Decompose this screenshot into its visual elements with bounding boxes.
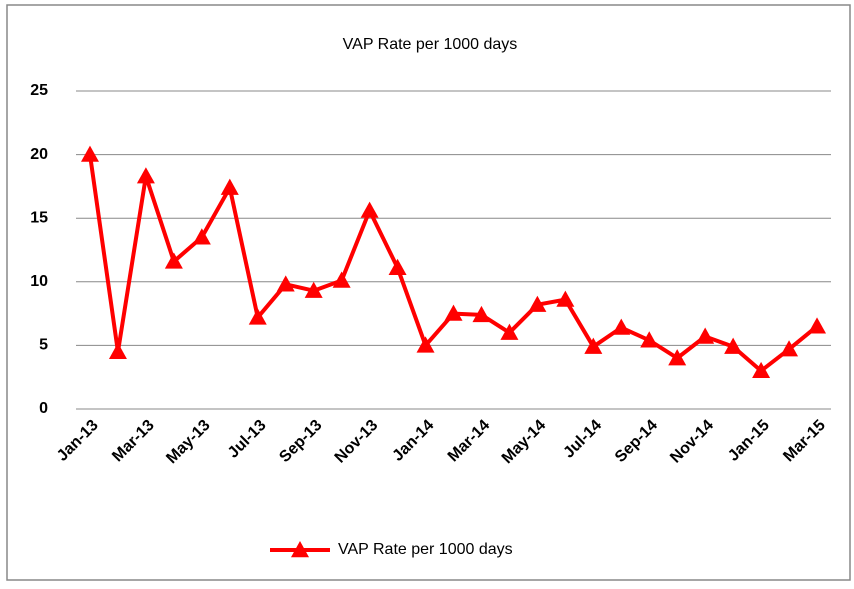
data-point (808, 317, 827, 334)
chart-border (6, 4, 851, 581)
y-tick-label: 5 (39, 337, 48, 354)
data-point (780, 340, 799, 357)
data-point (444, 304, 463, 321)
data-point (164, 252, 183, 269)
legend-label: VAP Rate per 1000 days (338, 541, 513, 558)
chart-title: VAP Rate per 1000 days (343, 36, 518, 53)
y-tick-label: 25 (30, 82, 48, 99)
data-point (388, 258, 407, 276)
data-point (500, 323, 519, 340)
data-point (640, 331, 659, 348)
data-point (668, 349, 687, 366)
data-point (528, 295, 547, 312)
legend-marker (291, 541, 309, 558)
data-point (724, 337, 743, 354)
data-point (360, 201, 379, 218)
data-point (472, 305, 491, 323)
data-point (752, 361, 771, 379)
y-tick-label: 10 (30, 273, 48, 290)
data-point (332, 271, 351, 288)
data-point (108, 342, 127, 359)
data-point (276, 275, 295, 292)
data-point (584, 337, 603, 354)
data-point (220, 178, 239, 195)
data-point (192, 228, 211, 245)
data-point (696, 327, 715, 344)
data-point (556, 290, 575, 307)
data-point (416, 336, 435, 353)
data-point (248, 308, 267, 325)
data-point (80, 145, 99, 162)
y-tick-label: 0 (39, 400, 48, 417)
y-tick-label: 20 (30, 146, 48, 163)
data-point (612, 318, 631, 335)
y-tick-label: 15 (30, 209, 48, 226)
data-point (136, 167, 155, 184)
data-point (304, 281, 323, 298)
